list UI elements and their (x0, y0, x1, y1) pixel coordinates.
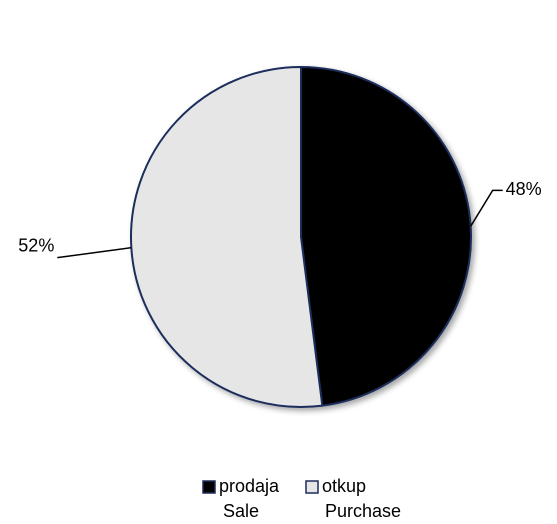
pie-slice (300, 65, 472, 407)
legend-label: prodaja (219, 476, 280, 496)
legend-label: otkup (322, 476, 366, 496)
leader-line (470, 189, 503, 227)
data-label: 48% (506, 179, 542, 199)
pie-slice (129, 65, 324, 408)
legend-label: Sale (223, 501, 259, 521)
pie (129, 65, 472, 408)
legend-marker (202, 480, 216, 494)
leader-line (57, 246, 132, 259)
legend-marker (305, 480, 319, 494)
data-label: 52% (18, 235, 54, 255)
legend-label: Purchase (325, 501, 401, 521)
